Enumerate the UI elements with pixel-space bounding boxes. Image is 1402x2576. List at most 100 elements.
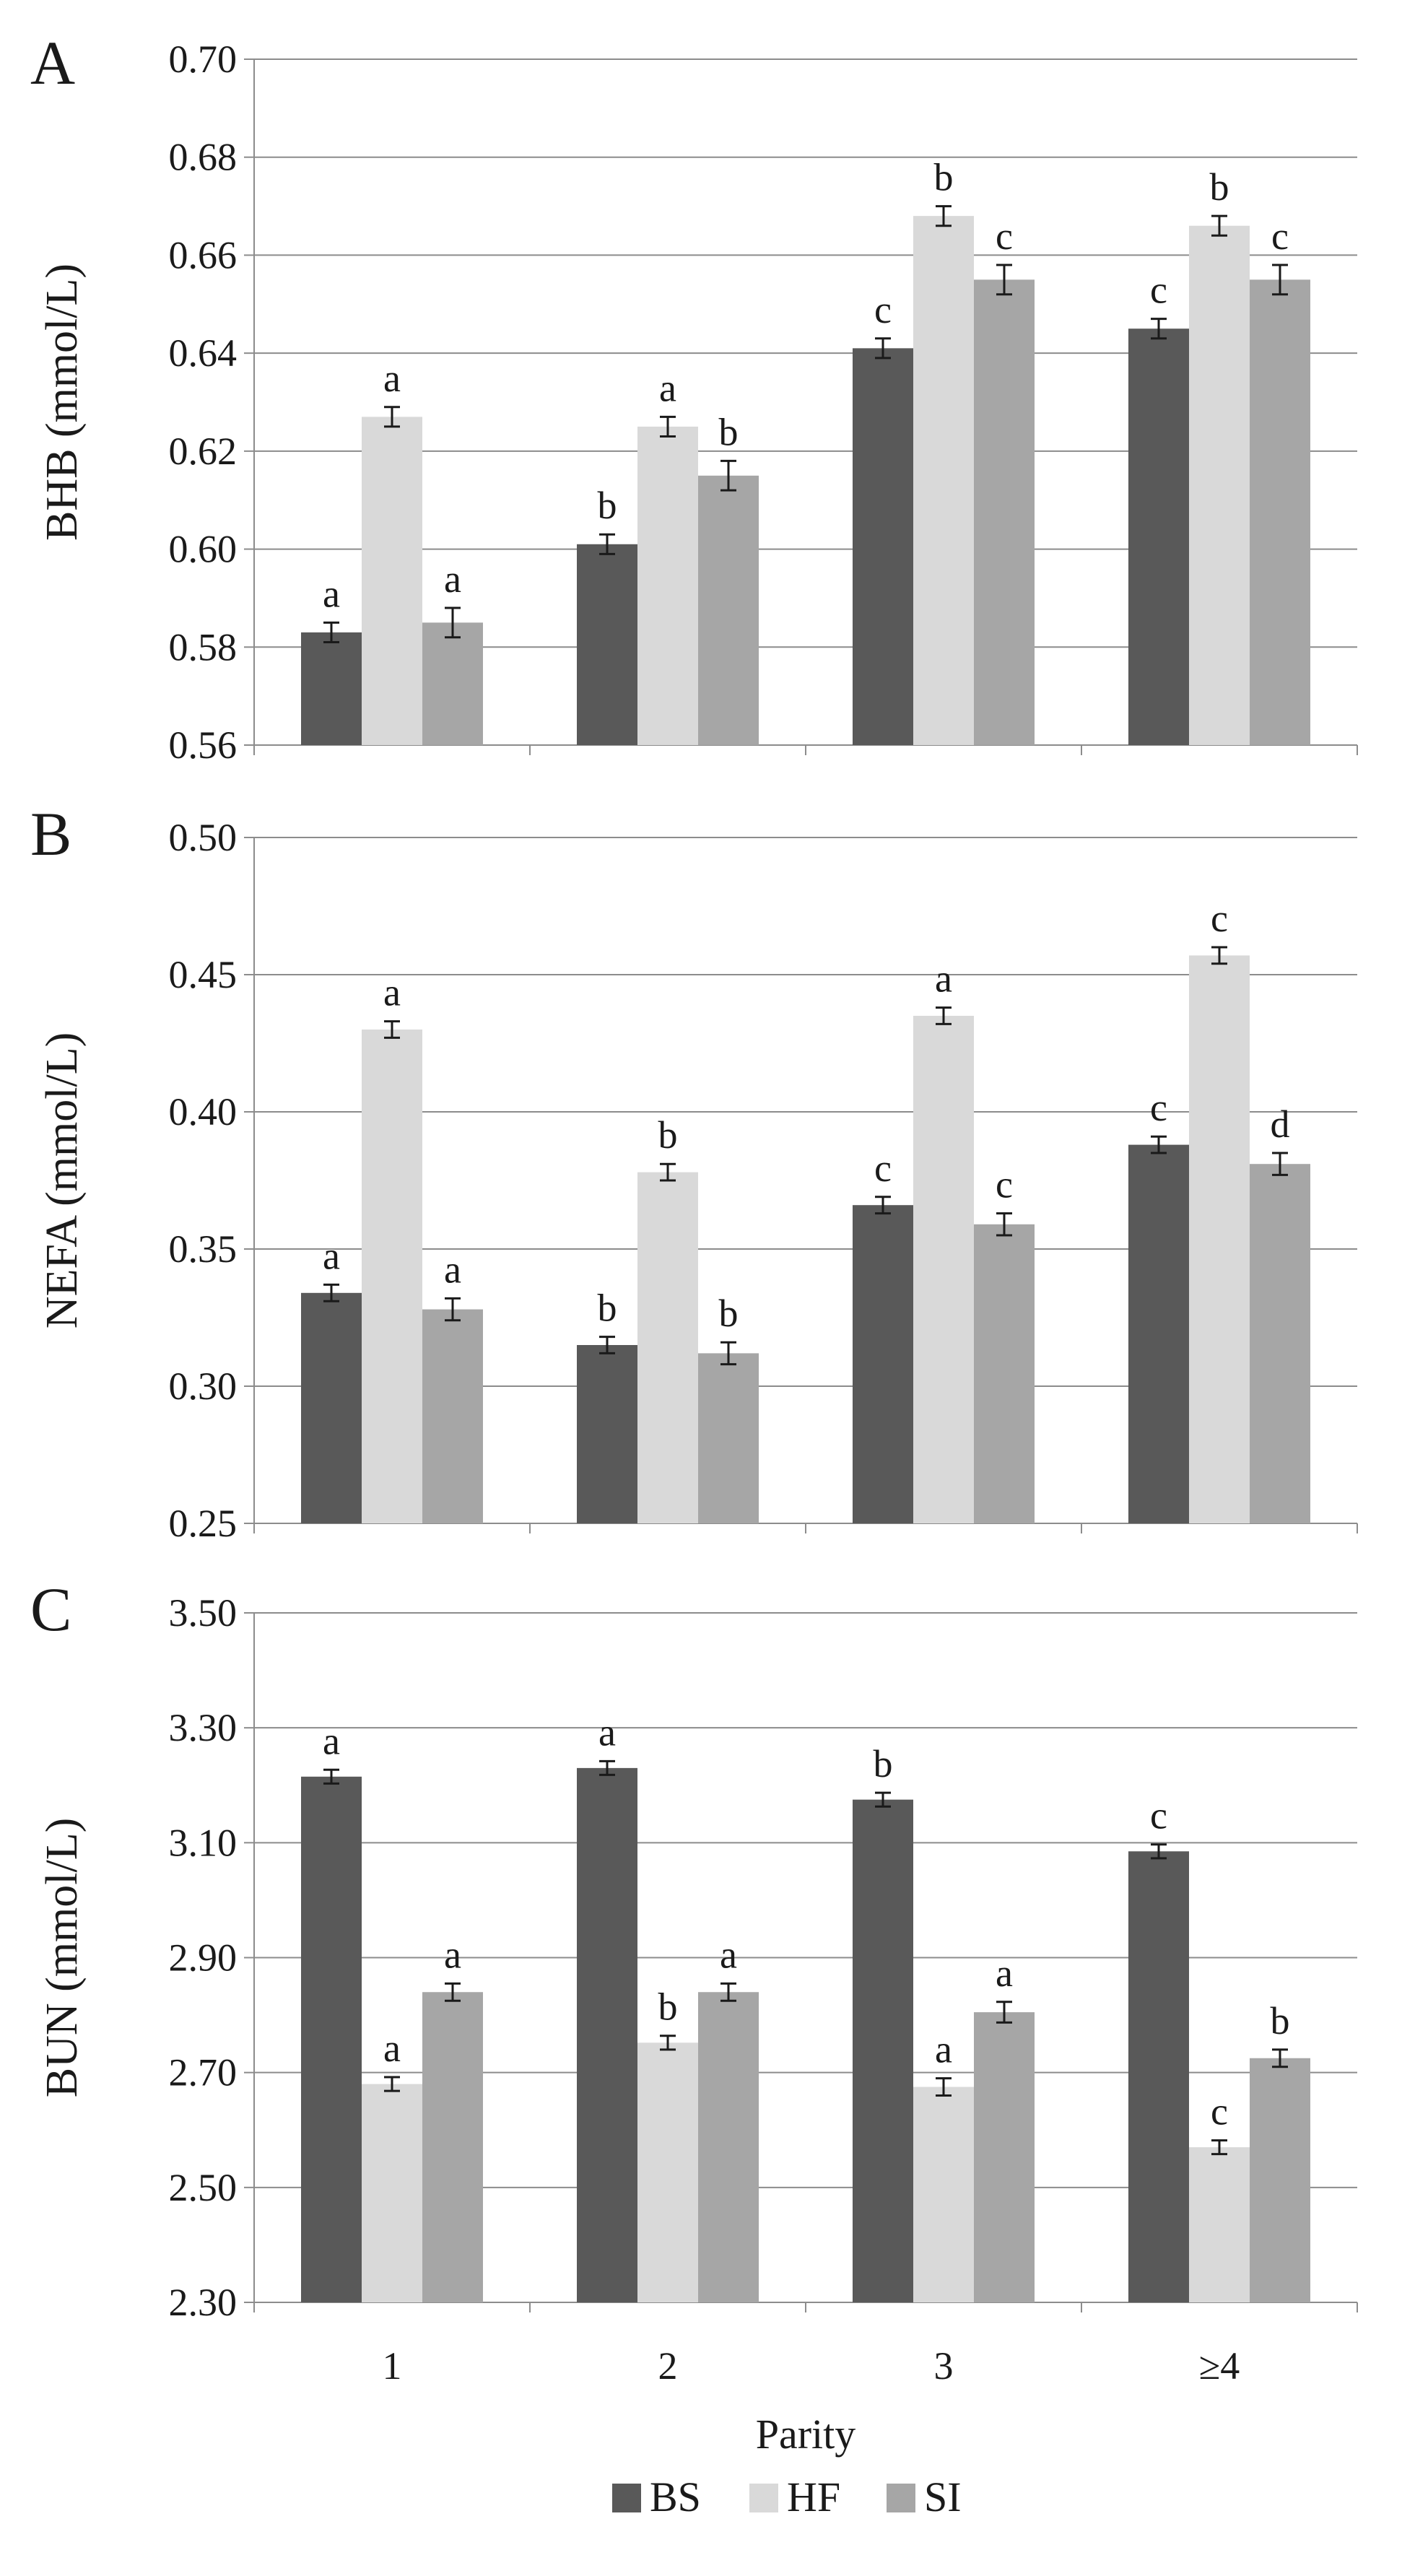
significance-letter: b: [598, 1287, 617, 1330]
significance-letter: b: [658, 1985, 678, 2029]
bar-SI-2: [698, 1992, 759, 2302]
bar-SI-4: [1250, 2058, 1310, 2302]
bar-SI-4: [1250, 1164, 1310, 1523]
bar-HF-2: [637, 1172, 698, 1523]
bar-BS-4: [1128, 1851, 1189, 2302]
significance-letter: c: [874, 288, 892, 331]
bar-SI-3: [974, 2012, 1035, 2302]
significance-letter: b: [934, 156, 954, 199]
y-tick-label: 2.90: [169, 1936, 238, 1980]
significance-letter: a: [323, 572, 340, 615]
bar-HF-2: [637, 426, 698, 745]
bar-BS-4: [1128, 328, 1189, 745]
x-category-label: ≥4: [1199, 2344, 1240, 2388]
bar-BS-4: [1128, 1144, 1189, 1523]
bar-SI-3: [974, 279, 1035, 745]
significance-letter: a: [996, 1951, 1013, 1995]
y-tick-label: 0.58: [169, 625, 238, 669]
y-tick-label: 0.66: [169, 233, 238, 277]
significance-letter: c: [996, 214, 1013, 258]
bar-BS-2: [577, 1345, 637, 1523]
bar-SI-3: [974, 1224, 1035, 1523]
legend-label-BS: BS: [650, 2473, 701, 2520]
significance-letter: a: [323, 1234, 340, 1277]
significance-letter: a: [935, 2028, 952, 2071]
y-tick-label: 0.25: [169, 1502, 238, 1545]
bar-SI-1: [422, 1992, 483, 2302]
y-tick-label: 0.68: [169, 136, 238, 179]
significance-letter: b: [719, 410, 739, 453]
legend-label-SI: SI: [924, 2473, 962, 2520]
y-tick-label: 0.40: [169, 1090, 238, 1133]
significance-letter: a: [383, 357, 401, 400]
bar-BS-1: [301, 1776, 362, 2302]
significance-letter: b: [1210, 165, 1229, 209]
y-tick-label: 2.70: [169, 2051, 238, 2094]
bar-SI-4: [1250, 279, 1310, 745]
significance-letter: a: [720, 1933, 737, 1976]
bar-SI-2: [698, 475, 759, 745]
significance-letter: a: [935, 957, 952, 1001]
panel-letter: C: [30, 1575, 71, 1644]
significance-letter: c: [1211, 2090, 1228, 2133]
bar-BS-1: [301, 632, 362, 745]
x-category-label: 2: [658, 2344, 678, 2388]
bar-BS-3: [853, 1205, 913, 1523]
bar-HF-1: [362, 417, 422, 745]
y-tick-label: 3.30: [169, 1706, 238, 1749]
legend-swatch-BS: [612, 2484, 641, 2512]
legend-swatch-HF: [749, 2484, 778, 2512]
y-tick-label: 3.50: [169, 1591, 238, 1635]
y-tick-label: 2.30: [169, 2281, 238, 2324]
x-category-label: 3: [934, 2344, 954, 2388]
y-axis-label: BHB (mmol/L): [38, 264, 87, 541]
panel-C: 2.302.502.702.903.103.303.50aaaababaaccb…: [30, 1575, 1358, 2324]
bar-BS-3: [853, 348, 913, 745]
bar-BS-2: [577, 1767, 637, 2302]
y-axis-label: BUN (mmol/L): [38, 1818, 87, 2097]
y-tick-label: 0.62: [169, 430, 238, 473]
bar-SI-1: [422, 622, 483, 745]
y-tick-label: 0.64: [169, 331, 238, 375]
significance-letter: c: [1150, 269, 1167, 312]
significance-letter: c: [874, 1146, 892, 1190]
y-tick-label: 0.60: [169, 528, 238, 571]
bar-BS-2: [577, 544, 637, 745]
significance-letter: b: [658, 1113, 678, 1157]
significance-letter: c: [1150, 1794, 1167, 1837]
y-tick-label: 3.10: [169, 1821, 238, 1864]
y-tick-label: 0.45: [169, 953, 238, 996]
y-tick-label: 0.56: [169, 723, 238, 767]
panel-B: 0.25 0.30 0.35 0.40 0.45 0.50 a a a b b b c a c c c d B NEF…: [30, 799, 1358, 1545]
y-tick-label: 0.70: [169, 38, 238, 81]
significance-letter: a: [383, 971, 401, 1014]
x-axis-title: Parity: [756, 2411, 856, 2458]
bar-HF-3: [913, 1016, 974, 1523]
legend-swatch-SI: [887, 2484, 915, 2512]
significance-letter: d: [1271, 1102, 1290, 1146]
bar-HF-1: [362, 2084, 422, 2302]
significance-letter: b: [719, 1292, 739, 1335]
bar-HF-4: [1189, 2147, 1250, 2302]
bar-BS-1: [301, 1292, 362, 1523]
y-tick-label: 0.30: [169, 1365, 238, 1408]
panel-A: 0.560.580.600.620.640.660.680.70aaababcb…: [30, 28, 1358, 767]
significance-letter: a: [444, 1933, 461, 1976]
bar-SI-2: [698, 1353, 759, 1523]
significance-letter: a: [598, 1710, 616, 1754]
bar-HF-2: [637, 2042, 698, 2302]
panel-letter: A: [30, 28, 75, 97]
significance-letter: a: [323, 1719, 340, 1762]
significance-letter: b: [598, 484, 617, 527]
significance-letter: c: [996, 1163, 1013, 1206]
y-tick-label: 2.50: [169, 2166, 238, 2209]
bar-HF-4: [1189, 225, 1250, 745]
significance-letter: c: [1271, 214, 1289, 258]
y-tick-label: 0.50: [169, 816, 238, 859]
significance-letter: b: [1271, 1999, 1290, 2042]
y-tick-label: 0.35: [169, 1227, 238, 1271]
significance-letter: c: [1150, 1086, 1167, 1129]
significance-letter: a: [444, 1248, 461, 1291]
